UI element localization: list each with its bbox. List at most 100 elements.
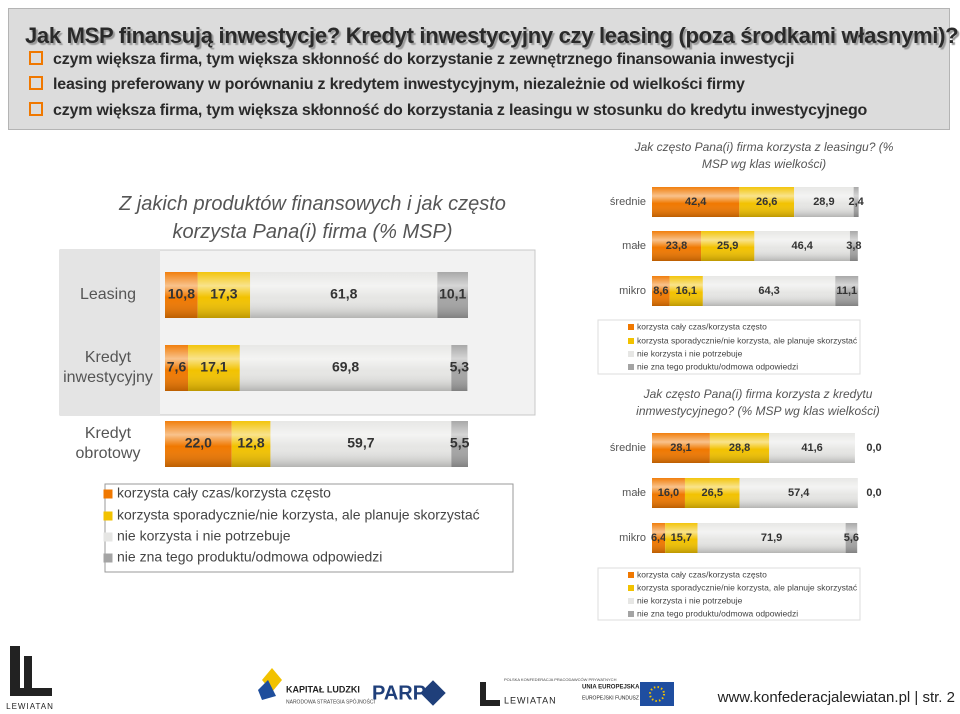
legend-label: nie zna tego produktu/odmowa odpowiedzi	[637, 361, 798, 371]
category-label: małe	[622, 487, 646, 499]
bar-shine	[165, 421, 232, 467]
bullet: leasing preferowany w porównaniu z kredy…	[29, 76, 745, 94]
data-label: 69,8	[332, 359, 359, 375]
data-label: 61,8	[330, 286, 357, 302]
chart-title: Z jakich produktów finansowych i jak czę…	[119, 193, 506, 243]
data-label: 57,4	[788, 487, 810, 499]
legend-label: korzysta cały czas/korzysta często	[637, 321, 767, 331]
legend-swatch	[628, 351, 634, 357]
data-label: 17,1	[200, 359, 227, 375]
bullet: czym większa firma, tym większa skłonnoś…	[29, 102, 867, 120]
legend-swatch	[628, 324, 634, 330]
slide-title: Jak MSP finansują inwestycje? Kredyt inw…	[25, 23, 959, 48]
data-label: 71,9	[761, 532, 782, 544]
logo-shape	[24, 656, 32, 696]
bar-shine	[652, 523, 666, 553]
data-label: 12,8	[237, 435, 264, 451]
logo-shape	[420, 680, 446, 706]
bar-shine	[165, 345, 189, 391]
legend-swatch	[103, 553, 113, 563]
data-label: 23,8	[666, 240, 687, 252]
category-label: średnie	[610, 196, 646, 208]
bar-shine	[231, 421, 271, 467]
bullet: czym większa firma, tym większa skłonnoś…	[29, 51, 794, 69]
data-label: 5,5	[450, 435, 470, 451]
bar-shine	[239, 345, 452, 391]
bar-shine	[701, 231, 755, 261]
logo-text: LEWIATAN	[6, 702, 54, 711]
category-label: mikro	[619, 532, 646, 544]
data-label: 8,6	[653, 285, 668, 297]
data-label: 0,0	[866, 442, 881, 454]
legend-swatch	[628, 611, 634, 617]
logo-shape	[480, 700, 500, 706]
bar-shine	[794, 187, 854, 217]
bar-shine	[739, 187, 795, 217]
legend-swatch	[628, 598, 634, 604]
data-label: 64,3	[758, 285, 779, 297]
data-label: 26,5	[702, 487, 723, 499]
chart-title: Jak często Pana(i) firma korzysta z leas…	[634, 140, 894, 171]
data-label: 5,6	[844, 532, 859, 544]
data-label: 42,4	[685, 196, 707, 208]
bar-shine	[652, 231, 702, 261]
bar-shine	[451, 345, 468, 391]
logo-text: NARODOWA STRATEGIA SPÓJNOŚCI	[286, 697, 375, 705]
category-label: małe	[622, 240, 646, 252]
bar-shine	[197, 272, 251, 318]
legend-box	[104, 483, 514, 573]
eu-flag	[640, 682, 674, 706]
logo-text: POLSKA KONFEDERACJA PRACODAWCÓW PRYWATNY…	[504, 677, 617, 682]
bar-shine	[652, 276, 670, 306]
data-label: 0,0	[866, 487, 881, 499]
panel-strip	[60, 250, 160, 415]
logo-text: KAPITAŁ LUDZKI	[286, 684, 360, 694]
data-label: 5,3	[450, 359, 470, 375]
category-label: mikro	[619, 285, 646, 297]
data-label: 28,9	[813, 196, 834, 208]
legend-label: korzysta cały czas/korzysta często	[637, 569, 767, 579]
bar-shine	[845, 523, 858, 553]
legend-label: nie zna tego produktu/odmowa odpowiedzi	[117, 549, 382, 565]
data-label: 25,9	[717, 240, 738, 252]
logo-text: PARP	[372, 682, 426, 704]
bar-shine	[769, 433, 855, 463]
legend-label: nie korzysta i nie potrzebuje	[637, 595, 743, 605]
logo-text: UNIA EUROPEJSKA	[582, 685, 640, 691]
data-label: 22,0	[185, 435, 212, 451]
bar-shine	[188, 345, 240, 391]
header-box: Jak MSP finansują inwestycje? Kredyt inw…	[8, 8, 959, 130]
legend-swatch	[628, 572, 634, 578]
legend-swatch	[628, 338, 634, 344]
bar-shine	[702, 276, 836, 306]
bar-shine	[697, 523, 846, 553]
data-label: 46,4	[791, 240, 813, 252]
legend-label: nie zna tego produktu/odmowa odpowiedzi	[637, 608, 798, 618]
bar-shine	[652, 433, 710, 463]
category-label: Kredyt inwestycyjny	[63, 349, 153, 386]
data-label: 28,8	[729, 442, 750, 454]
bar-shine	[652, 478, 685, 508]
data-label: 41,6	[801, 442, 822, 454]
eu-stars	[649, 686, 665, 702]
bar-shine	[754, 231, 850, 261]
data-label: 10,1	[439, 286, 466, 302]
legend-swatch	[103, 511, 113, 521]
logo-shape	[10, 646, 20, 696]
data-label: 26,6	[756, 196, 777, 208]
logo-shape	[10, 688, 52, 696]
data-label: 3,8	[846, 240, 861, 252]
legend-swatch	[628, 364, 634, 370]
bar-shine	[709, 433, 770, 463]
bar-shine	[451, 421, 468, 467]
logo-text: LEWIATAN	[504, 695, 557, 705]
legend-swatch	[103, 489, 113, 499]
bar-shine	[849, 231, 858, 261]
bar-shine	[437, 272, 468, 318]
bar-shine	[835, 276, 859, 306]
logo-shape	[258, 680, 276, 700]
logo-text: EUROPEJSKI FUNDUSZ SPOŁECZNY	[582, 695, 671, 701]
data-label: 6,4	[651, 532, 667, 544]
bar-shine	[250, 272, 438, 318]
